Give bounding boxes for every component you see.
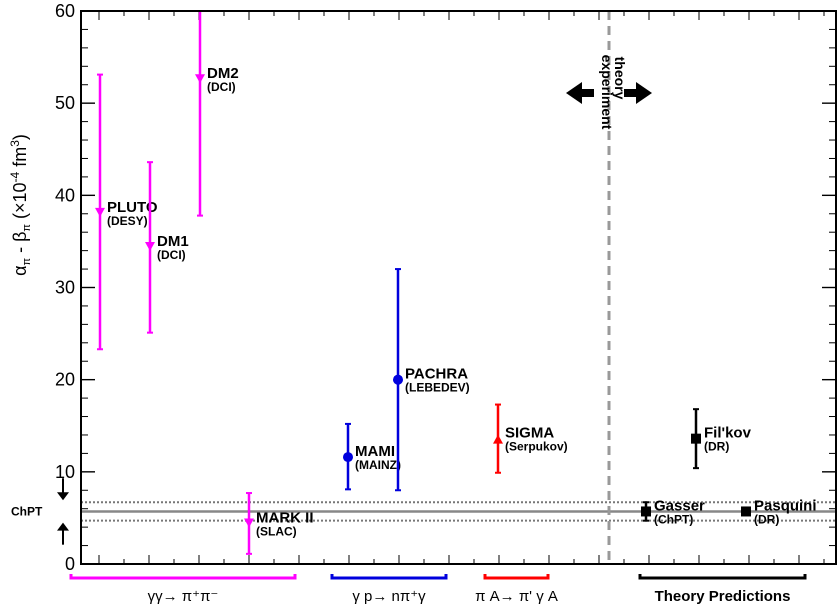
marker-triangle-up <box>493 435 503 444</box>
marker-triangle-down <box>195 74 205 83</box>
point-sublabel: (DR) <box>704 440 729 454</box>
ylabel-beta: β <box>10 232 30 242</box>
y-tick-label: 40 <box>55 185 75 205</box>
ylabel-unit-mid: fm <box>10 147 30 172</box>
marker-circle <box>393 375 403 385</box>
right-arrow-head <box>636 82 652 104</box>
bracket-line <box>71 574 295 578</box>
group-label: π A→ π' γ A <box>475 588 558 605</box>
marker-square <box>741 506 751 516</box>
point-sublabel: (DR) <box>754 512 779 526</box>
group-bracket: π A→ π' γ A <box>475 574 558 605</box>
left-arrow-head <box>566 82 582 104</box>
ylabel-exp: -4 <box>8 171 22 182</box>
marker-square <box>691 434 701 444</box>
marker-triangle-down <box>145 242 155 251</box>
ylabel-alpha: α <box>10 266 30 276</box>
group-label: γγ→ π⁺π⁻ <box>148 588 219 605</box>
point-sublabel: (MAINZ) <box>355 458 401 472</box>
point-sublabel: (DCI) <box>157 248 186 262</box>
data-point: PLUTO(DESY) <box>95 75 158 350</box>
data-point: SIGMA(Serpukov) <box>493 405 568 473</box>
right-arrow-shaft <box>624 89 638 97</box>
chpt-arrow-down-head <box>57 492 69 500</box>
data-point: DM1(DCI) <box>145 162 189 333</box>
chpt-arrow-up-head <box>57 523 69 531</box>
marker-triangle-down <box>244 518 254 527</box>
point-sublabel: (LEBEDEV) <box>405 381 470 395</box>
y-tick-label: 0 <box>65 554 75 574</box>
y-axis-title: απ - βπ (×10-4 fm3) <box>8 134 33 276</box>
y-tick-label: 30 <box>55 278 75 298</box>
y-tick-label: 10 <box>55 462 75 482</box>
y-tick-label: 50 <box>55 93 75 113</box>
marker-circle <box>343 452 353 462</box>
chpt-band: ChPT <box>11 478 836 544</box>
point-sublabel: (Serpukov) <box>505 440 568 454</box>
bracket-line <box>640 574 805 578</box>
ylabel-minus: - <box>10 242 30 258</box>
ylabel-unit-open: (×10 <box>10 182 30 224</box>
point-sublabel: (DCI) <box>207 80 236 94</box>
bracket-line <box>485 574 548 578</box>
group-bracket: Theory Predictions <box>640 574 805 605</box>
y-tick-label: 60 <box>55 1 75 21</box>
plot-frame <box>81 11 836 564</box>
data-points: PLUTO(DESY)DM1(DCI)DM2(DCI)MARK II(SLAC)… <box>95 11 817 554</box>
group-label: γ p→ nπ⁺γ <box>352 588 426 605</box>
group-bracket: γγ→ π⁺π⁻ <box>71 574 295 605</box>
point-sublabel: (DESY) <box>107 214 148 228</box>
data-point: DM2(DCI) <box>195 11 239 216</box>
chpt-label: ChPT <box>11 504 43 518</box>
data-point: PACHRA(LEBEDEV) <box>393 269 470 490</box>
axis-ticks: 0 10 20 30 40 50 60 <box>55 1 836 574</box>
data-point: MAMI(MAINZ) <box>343 424 401 489</box>
marker-square <box>641 506 651 516</box>
group-bracket: γ p→ nπ⁺γ <box>332 574 446 605</box>
group-label: Theory Predictions <box>655 588 791 605</box>
group-brackets: γγ→ π⁺π⁻ γ p→ nπ⁺γ π A→ π' γ A Theory Predi… <box>71 574 805 605</box>
point-sublabel: (SLAC) <box>256 524 297 538</box>
left-arrow-shaft <box>580 89 594 97</box>
y-tick-label: 20 <box>55 370 75 390</box>
bracket-line <box>332 574 446 578</box>
marker-triangle-down <box>95 208 105 217</box>
point-sublabel: (ChPT) <box>654 512 693 526</box>
data-point: Fil'kov(DR) <box>691 409 752 468</box>
ylabel-close: ) <box>10 134 30 140</box>
